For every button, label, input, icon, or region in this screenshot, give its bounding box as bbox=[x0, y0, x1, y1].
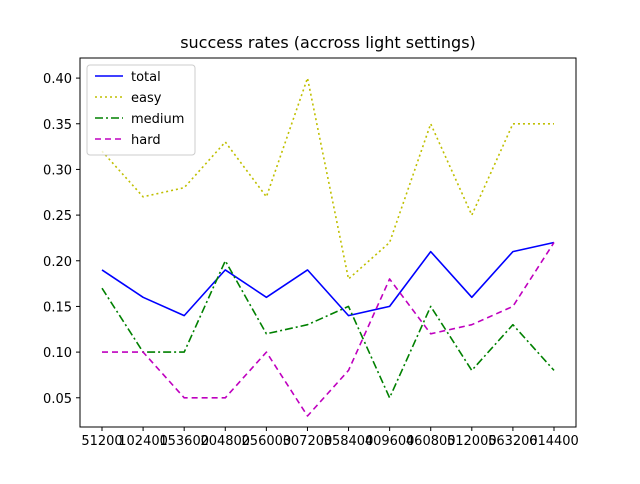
y-tick-label: 0.40 bbox=[43, 72, 72, 87]
legend-label-medium: medium bbox=[131, 112, 184, 127]
x-axis: 5120010240015360020480025600030720035840… bbox=[81, 427, 579, 449]
series-line-medium bbox=[101, 259, 555, 399]
x-tick-label: 512000 bbox=[447, 434, 497, 449]
y-tick-label: 0.20 bbox=[43, 255, 72, 270]
y-tick-label: 0.05 bbox=[43, 392, 72, 407]
series-line-easy bbox=[101, 77, 554, 280]
x-tick-label: 358400 bbox=[324, 434, 374, 449]
x-tick-label: 307200 bbox=[283, 434, 333, 449]
y-tick-label: 0.35 bbox=[43, 118, 72, 133]
series-layer bbox=[101, 77, 555, 417]
chart-title: success rates (accross light settings) bbox=[180, 33, 476, 52]
y-tick-label: 0.25 bbox=[43, 209, 72, 224]
legend-label-easy: easy bbox=[131, 91, 162, 106]
x-tick-label: 256000 bbox=[242, 434, 292, 449]
plot-frame bbox=[79, 57, 577, 428]
series-line-hard bbox=[102, 242, 555, 417]
legend-label-hard: hard bbox=[131, 133, 161, 148]
legend-box bbox=[86, 64, 196, 156]
legend-label-total: total bbox=[131, 70, 161, 85]
y-axis: 0.05 0.10 0.15 0.20 0.25 0.30 0.35 0.40 bbox=[43, 72, 80, 407]
x-tick-label: 51200 bbox=[81, 434, 122, 449]
y-tick-label: 0.30 bbox=[43, 163, 72, 178]
series-line-total bbox=[101, 241, 555, 317]
x-tick-label: 153600 bbox=[159, 434, 209, 449]
y-tick-label: 0.10 bbox=[43, 346, 72, 361]
plot-area bbox=[79, 57, 577, 428]
x-tick-label: 409600 bbox=[365, 434, 415, 449]
y-tick-label: 0.15 bbox=[43, 300, 72, 315]
legend: total easy medium hard bbox=[86, 64, 196, 156]
x-tick-label: 460800 bbox=[406, 434, 456, 449]
x-tick-label: 102400 bbox=[118, 434, 168, 449]
x-tick-label: 563200 bbox=[488, 434, 538, 449]
x-tick-label: 614400 bbox=[529, 434, 579, 449]
x-tick-label: 204800 bbox=[200, 434, 250, 449]
